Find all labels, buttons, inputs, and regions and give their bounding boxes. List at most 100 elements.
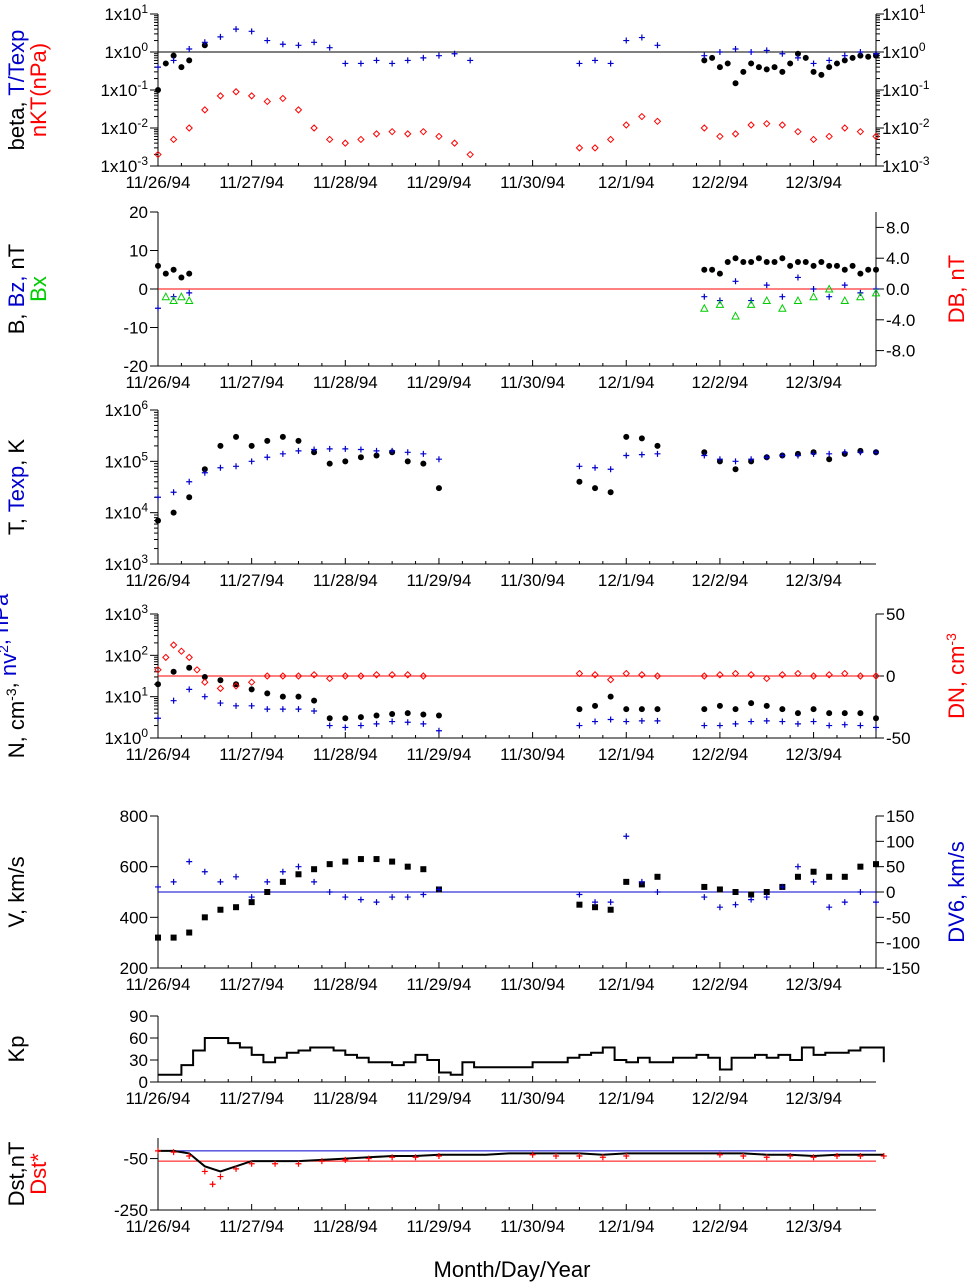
data-point	[763, 889, 770, 895]
data-point	[420, 54, 427, 61]
y-tick-label: 200	[120, 959, 148, 978]
data-point	[178, 274, 185, 281]
data-point	[576, 478, 583, 485]
data-point	[295, 437, 302, 444]
data-point	[809, 672, 818, 680]
x-tick-label: 11/27/94	[219, 1217, 284, 1236]
data-point	[732, 706, 739, 713]
data-point	[841, 449, 848, 456]
x-tick-label: 11/30/94	[500, 373, 565, 392]
data-point	[170, 57, 177, 64]
data-point	[841, 721, 848, 728]
data-point	[576, 706, 583, 713]
data-point	[873, 50, 879, 57]
x-tick-label: 11/26/94	[126, 373, 191, 392]
data-point	[716, 671, 724, 679]
y-axis-title: V, km/s	[4, 856, 29, 927]
data-point	[248, 894, 255, 901]
data-point	[762, 295, 772, 305]
y2-tick-label: 1x101	[882, 2, 926, 24]
data-point	[778, 121, 787, 129]
data-point	[201, 914, 208, 921]
y2-tick-label: 100	[886, 832, 914, 851]
series-v	[155, 856, 879, 941]
data-point	[186, 289, 193, 296]
data-point	[233, 26, 240, 33]
x-tick-label: 11/26/94	[126, 745, 191, 764]
data-point	[763, 119, 771, 128]
data-point	[295, 693, 302, 700]
line-path	[158, 1149, 884, 1173]
y-axis-title: B, Bz, nT	[4, 244, 29, 335]
data-point	[279, 672, 287, 680]
data-point	[295, 447, 302, 454]
x-tick-label: 11/27/94	[219, 975, 284, 994]
series-n	[155, 664, 879, 722]
data-point	[341, 139, 350, 147]
x-tick-label: 11/27/94	[219, 745, 284, 764]
data-point	[654, 717, 661, 724]
data-point	[233, 681, 240, 688]
series-dst-	[155, 1147, 887, 1188]
data-point	[857, 722, 864, 729]
data-point	[778, 671, 787, 679]
data-point	[623, 718, 630, 725]
x-tick-label: 11/26/94	[126, 1217, 191, 1236]
data-point	[809, 135, 818, 144]
y2-tick-label: -100	[886, 934, 920, 953]
data-point	[638, 717, 645, 724]
data-point	[826, 710, 833, 717]
data-point	[373, 712, 380, 719]
data-point	[701, 883, 708, 890]
data-point	[638, 671, 646, 679]
y-axis-title-2: nKT(nPa)	[26, 43, 51, 137]
data-point	[794, 452, 801, 459]
data-point	[654, 873, 661, 880]
data-point	[787, 262, 794, 269]
data-point	[740, 259, 747, 266]
data-point	[841, 899, 848, 906]
data-point	[201, 42, 208, 49]
data-point	[404, 458, 411, 465]
data-point	[185, 653, 193, 662]
data-point	[155, 934, 161, 941]
data-point	[389, 447, 396, 454]
data-point	[779, 718, 786, 725]
y-tick-label: -20	[123, 357, 148, 376]
data-point	[373, 899, 380, 906]
data-point	[810, 286, 817, 292]
data-point	[607, 466, 614, 473]
data-point	[264, 706, 271, 713]
data-point	[295, 863, 302, 870]
data-point	[826, 293, 833, 300]
data-point	[810, 60, 817, 67]
data-point	[186, 664, 193, 671]
y-tick-label: 1x100	[104, 726, 148, 748]
data-point	[233, 904, 240, 911]
data-point	[833, 1153, 840, 1159]
series-nkt-npa-	[154, 88, 880, 159]
data-point	[155, 262, 161, 269]
data-point	[740, 68, 747, 75]
data-point	[794, 669, 802, 678]
x-tick-label: 12/1/94	[598, 571, 655, 590]
data-point	[841, 669, 849, 678]
data-point	[793, 295, 803, 305]
data-point	[233, 873, 240, 880]
data-point	[778, 303, 787, 312]
data-point	[279, 706, 286, 713]
y-tick-label: 1x102	[104, 643, 148, 665]
data-point	[155, 494, 161, 501]
data-point	[794, 50, 801, 57]
data-point	[716, 49, 723, 55]
series-bz	[155, 274, 879, 312]
series-nv2	[155, 686, 879, 734]
data-point	[357, 856, 364, 863]
data-point	[420, 460, 427, 467]
data-point	[404, 130, 412, 138]
x-tick-label: 11/30/94	[500, 975, 565, 994]
data-point	[372, 671, 381, 679]
data-point	[185, 124, 193, 132]
data-point	[170, 489, 177, 496]
x-tick-label: 12/1/94	[598, 1217, 655, 1236]
